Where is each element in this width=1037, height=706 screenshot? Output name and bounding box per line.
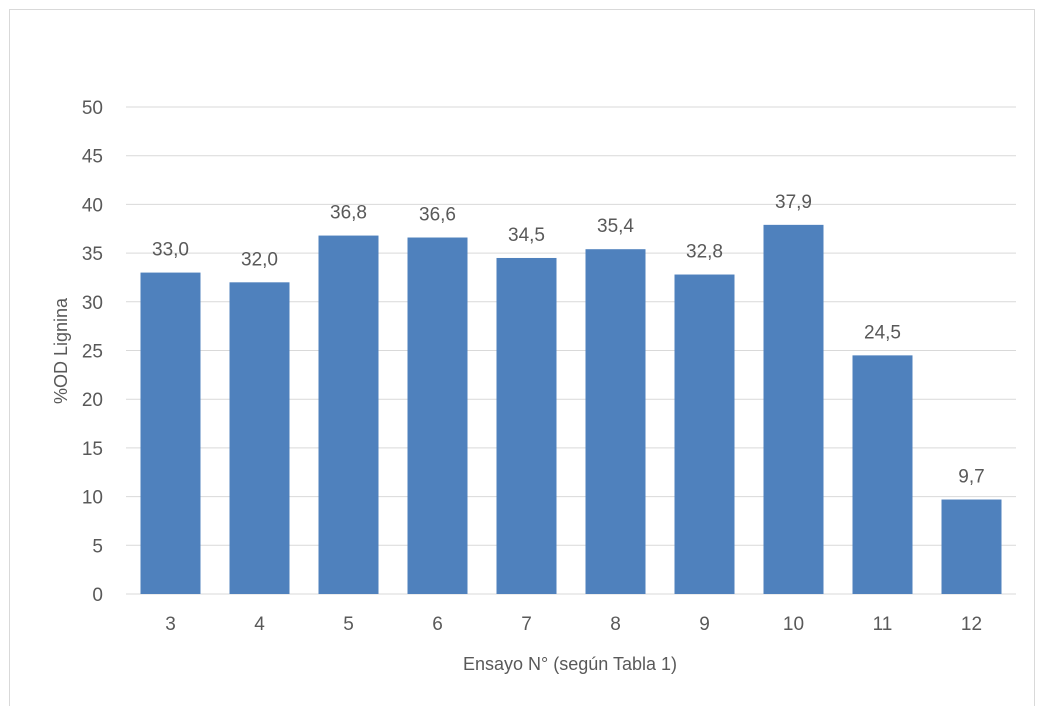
- bar: [318, 235, 379, 594]
- x-tick-label: 9: [699, 614, 710, 635]
- y-tick-label: 40: [82, 195, 103, 216]
- data-label: 36,8: [330, 203, 367, 224]
- y-tick-label: 35: [82, 244, 103, 265]
- bar: [585, 249, 646, 595]
- data-label: 32,8: [686, 242, 723, 263]
- bars: [140, 224, 1002, 595]
- bar: [496, 257, 557, 594]
- x-tick-label: 3: [165, 614, 176, 635]
- x-tick-labels: 3 4 5 6 7 8 9 10 11 12: [165, 614, 982, 635]
- data-labels: 33,0 32,0 36,8 36,6 34,5 35,4 32,8 37,9 24,5 9,7: [152, 192, 985, 488]
- y-tick-label: 25: [82, 342, 103, 363]
- y-tick-label: 5: [92, 536, 103, 557]
- y-tick-label: 45: [82, 147, 103, 168]
- data-label: 24,5: [864, 322, 901, 343]
- x-tick-label: 10: [783, 614, 804, 635]
- x-tick-label: 8: [610, 614, 621, 635]
- x-axis-title: Ensayo N° (según Tabla 1): [463, 654, 677, 674]
- x-tick-label: 11: [873, 614, 893, 635]
- x-tick-label: 12: [961, 614, 982, 635]
- bar: [674, 274, 735, 594]
- y-tick-label: 15: [82, 439, 103, 460]
- data-label: 32,0: [241, 249, 278, 270]
- bar: [140, 272, 201, 594]
- data-label: 9,7: [958, 467, 984, 488]
- y-tick-label: 50: [82, 98, 103, 119]
- bar: [229, 282, 290, 594]
- bar: [852, 355, 913, 594]
- bar: [763, 224, 824, 594]
- bar: [407, 237, 468, 595]
- chart-frame: [9, 9, 1035, 706]
- data-label: 36,6: [419, 205, 456, 226]
- y-tick-label: 20: [82, 390, 103, 411]
- data-label: 34,5: [508, 225, 545, 246]
- data-label: 33,0: [152, 240, 189, 261]
- y-axis-title: %OD Lignina: [51, 297, 71, 404]
- y-tick-labels: 0 5 10 15 20 25 30 35 40 45 50: [82, 98, 103, 606]
- y-tick-label: 30: [82, 293, 103, 314]
- x-tick-label: 7: [521, 614, 532, 635]
- data-label: 37,9: [775, 192, 812, 213]
- data-label: 35,4: [597, 216, 634, 237]
- x-tick-label: 5: [343, 614, 354, 635]
- x-tick-label: 4: [254, 614, 265, 635]
- x-tick-label: 6: [432, 614, 443, 635]
- y-tick-label: 0: [92, 585, 103, 606]
- bar: [941, 499, 1002, 594]
- y-tick-label: 10: [82, 488, 103, 509]
